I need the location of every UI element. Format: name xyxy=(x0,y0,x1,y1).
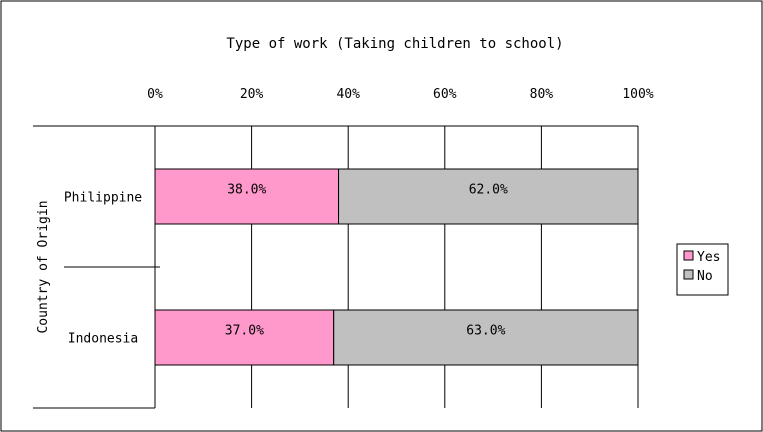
data-label: 37.0% xyxy=(225,324,264,339)
bar-no-indonesia xyxy=(333,309,639,366)
legend-label: Yes xyxy=(697,250,720,265)
category-label: Indonesia xyxy=(68,332,138,347)
x-tick-label: 60% xyxy=(433,87,457,102)
legend-swatch-yes xyxy=(683,250,694,261)
legend: Yes No xyxy=(676,243,729,296)
bar-no-philippine xyxy=(338,168,639,225)
legend-label: No xyxy=(697,269,713,284)
bar-labels: 38.0% 62.0% 37.0% 63.0% xyxy=(225,183,508,339)
data-label: 38.0% xyxy=(227,183,266,198)
x-tick-label: 20% xyxy=(240,87,264,102)
x-axis-ticks: 0% 20% 40% 60% 80% 100% xyxy=(147,87,654,102)
data-label: 62.0% xyxy=(469,183,508,198)
x-tick-label: 40% xyxy=(336,87,360,102)
category-label: Philippine xyxy=(64,191,142,206)
x-tick-label: 80% xyxy=(530,87,554,102)
category-labels: Philippine Indonesia xyxy=(64,191,142,347)
axes xyxy=(33,125,160,409)
bars xyxy=(154,168,639,366)
data-label: 63.0% xyxy=(466,324,505,339)
legend-swatch-no xyxy=(683,269,694,280)
y-axis-label: Country of Origin xyxy=(36,200,51,333)
chart-title: Type of work (Taking children to school) xyxy=(226,36,563,52)
x-tick-label: 0% xyxy=(147,87,163,102)
x-tick-label: 100% xyxy=(622,87,653,102)
